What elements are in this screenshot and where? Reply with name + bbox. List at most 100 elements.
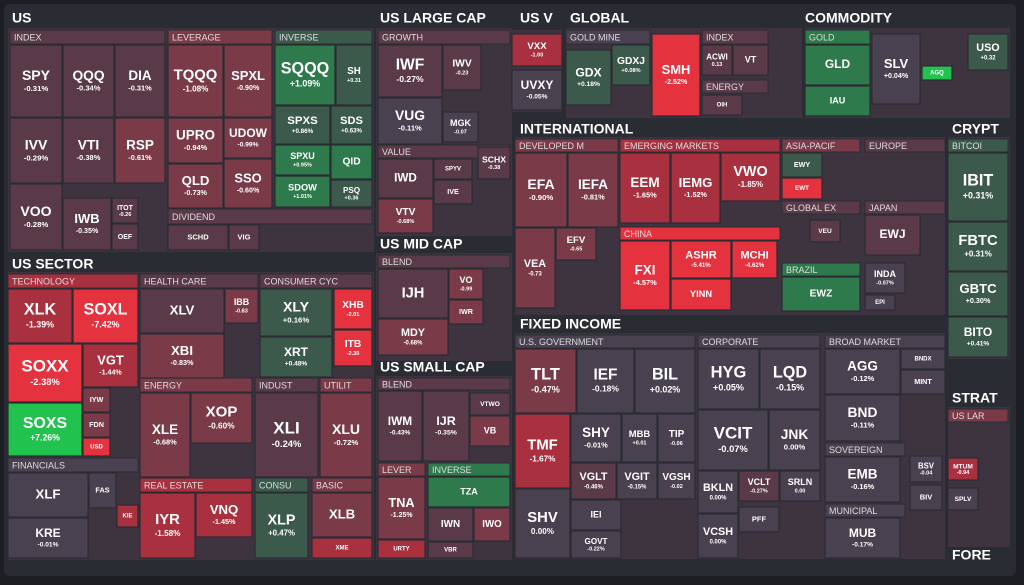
tile[interactable] (947, 221, 1009, 272)
tile[interactable] (377, 158, 434, 199)
tile[interactable] (442, 44, 482, 91)
tile[interactable] (900, 348, 946, 370)
tile[interactable] (670, 240, 732, 279)
tile[interactable] (377, 44, 443, 98)
tile[interactable] (621, 413, 658, 463)
tile[interactable] (422, 390, 470, 462)
tile[interactable] (9, 183, 63, 251)
tile[interactable] (167, 163, 224, 209)
tile[interactable] (259, 336, 333, 378)
tile[interactable] (114, 117, 166, 184)
tile[interactable] (442, 111, 479, 143)
tile[interactable] (947, 487, 979, 511)
tile[interactable] (469, 392, 511, 416)
tile[interactable] (804, 44, 871, 86)
tile[interactable] (7, 288, 73, 344)
tile[interactable] (809, 219, 841, 243)
tile[interactable] (223, 44, 273, 118)
tile[interactable] (619, 240, 671, 311)
tile[interactable] (657, 413, 696, 463)
tile[interactable] (824, 394, 901, 442)
tile[interactable] (167, 44, 224, 118)
tile[interactable] (511, 69, 563, 111)
tile[interactable] (570, 413, 622, 463)
tile[interactable] (900, 369, 946, 395)
tile[interactable] (759, 348, 821, 410)
tile[interactable] (254, 392, 319, 478)
tile[interactable] (921, 65, 953, 81)
tile[interactable] (576, 348, 635, 414)
tile[interactable] (477, 146, 511, 180)
tile[interactable] (139, 492, 196, 559)
tile[interactable] (333, 288, 373, 330)
tile[interactable] (114, 44, 166, 118)
tile[interactable] (377, 539, 426, 559)
tile[interactable] (82, 437, 111, 457)
tile[interactable] (514, 488, 571, 559)
tile[interactable] (223, 117, 273, 159)
tile[interactable] (616, 462, 658, 500)
tile[interactable] (701, 44, 733, 76)
tile[interactable] (333, 329, 373, 367)
tile[interactable] (670, 278, 732, 311)
tile[interactable] (567, 152, 619, 228)
tile[interactable] (824, 348, 901, 395)
tile[interactable] (570, 530, 622, 559)
tile[interactable] (427, 541, 474, 559)
tile[interactable] (427, 507, 474, 542)
tile[interactable] (511, 33, 563, 67)
tile[interactable] (651, 33, 701, 117)
tile[interactable] (139, 392, 191, 478)
tile[interactable] (738, 470, 780, 502)
tile[interactable] (82, 387, 111, 413)
tile[interactable] (967, 33, 1009, 71)
tile[interactable] (570, 499, 622, 531)
tile[interactable] (167, 224, 229, 251)
tile[interactable] (190, 392, 253, 444)
tile[interactable] (697, 470, 739, 514)
tile[interactable] (824, 517, 901, 559)
tile[interactable] (330, 105, 373, 145)
tile[interactable] (377, 97, 443, 145)
tile[interactable] (732, 44, 769, 76)
tile[interactable] (697, 513, 739, 559)
tile[interactable] (311, 492, 373, 538)
tile[interactable] (274, 44, 336, 106)
tile[interactable] (781, 152, 823, 178)
tile[interactable] (701, 94, 743, 116)
tile[interactable] (433, 158, 473, 180)
tile[interactable] (9, 117, 63, 184)
tile[interactable] (139, 288, 225, 334)
tile[interactable] (433, 179, 473, 205)
tile[interactable] (167, 117, 224, 164)
tile[interactable] (909, 455, 943, 483)
tile[interactable] (139, 333, 225, 379)
tile[interactable] (311, 537, 373, 559)
tile[interactable] (864, 294, 896, 311)
tile[interactable] (377, 318, 449, 356)
tile[interactable] (720, 152, 781, 202)
tile[interactable] (62, 44, 115, 118)
tile[interactable] (377, 476, 426, 540)
tile[interactable] (116, 504, 139, 528)
tile[interactable] (514, 348, 577, 414)
tile[interactable] (670, 152, 721, 224)
tile[interactable] (947, 457, 979, 481)
tile[interactable] (223, 158, 273, 209)
tile[interactable] (738, 506, 780, 533)
tile[interactable] (259, 288, 333, 337)
tile[interactable] (330, 179, 373, 208)
tile[interactable] (555, 227, 597, 261)
tile[interactable] (274, 144, 331, 176)
tile[interactable] (697, 348, 760, 410)
tile[interactable] (570, 462, 617, 500)
tile[interactable] (319, 392, 373, 478)
tile[interactable] (335, 44, 373, 106)
tile[interactable] (274, 175, 331, 208)
tile[interactable] (228, 224, 260, 251)
tile[interactable] (804, 85, 871, 117)
tile[interactable] (111, 197, 139, 224)
tile[interactable] (781, 276, 861, 312)
tile[interactable] (514, 413, 571, 489)
tile[interactable] (871, 33, 921, 105)
